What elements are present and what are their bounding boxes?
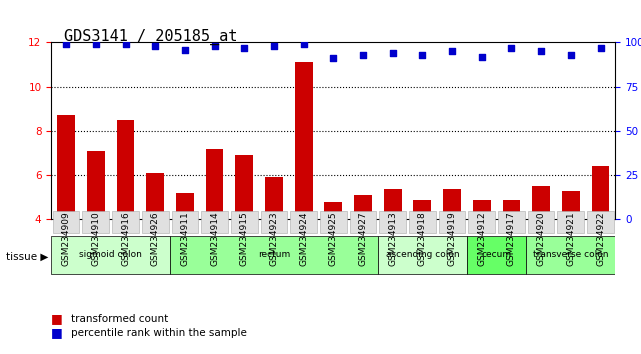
Bar [354,195,372,308]
FancyBboxPatch shape [201,211,228,233]
Point [299,41,309,47]
Point [210,43,220,49]
FancyBboxPatch shape [53,211,79,233]
Point [358,52,368,58]
FancyBboxPatch shape [438,211,465,233]
FancyBboxPatch shape [558,211,584,233]
Point [536,48,546,54]
FancyBboxPatch shape [349,211,376,233]
Bar [532,186,550,308]
FancyBboxPatch shape [379,211,406,233]
FancyBboxPatch shape [112,211,139,233]
Text: GSM234912: GSM234912 [478,211,487,266]
FancyBboxPatch shape [320,211,347,233]
Bar [473,200,490,308]
Bar [562,191,579,308]
Point [506,45,517,51]
FancyBboxPatch shape [378,236,467,274]
Text: GSM234911: GSM234911 [180,211,189,266]
Point [61,41,71,47]
Text: GSM234926: GSM234926 [151,211,160,266]
Text: ascending colon: ascending colon [386,250,459,259]
FancyBboxPatch shape [290,211,317,233]
FancyBboxPatch shape [51,236,170,274]
FancyBboxPatch shape [170,236,378,274]
FancyBboxPatch shape [469,211,495,233]
Text: GSM234919: GSM234919 [447,211,456,266]
Point [269,43,279,49]
Text: GSM234924: GSM234924 [299,211,308,266]
Text: GSM234920: GSM234920 [537,211,545,266]
Text: GSM234918: GSM234918 [418,211,427,266]
FancyBboxPatch shape [83,211,109,233]
FancyBboxPatch shape [142,211,169,233]
Point [150,43,160,49]
Point [121,41,131,47]
FancyBboxPatch shape [498,211,525,233]
FancyBboxPatch shape [231,211,258,233]
Point [239,45,249,51]
Text: transverse colon: transverse colon [533,250,608,259]
Bar [503,200,520,308]
Text: GSM234922: GSM234922 [596,211,605,266]
Bar [235,155,253,308]
Text: transformed count: transformed count [71,314,168,324]
Point [417,52,428,58]
Text: GSM234909: GSM234909 [62,211,71,266]
Bar [117,120,135,308]
Text: GSM234927: GSM234927 [358,211,367,266]
Text: rectum: rectum [258,250,290,259]
Point [328,56,338,61]
Text: ■: ■ [51,326,63,339]
Point [595,45,606,51]
Bar [87,151,104,308]
Bar [146,173,164,308]
Bar [206,149,224,308]
Text: tissue ▶: tissue ▶ [6,252,49,262]
Point [388,50,398,56]
Point [90,41,101,47]
FancyBboxPatch shape [467,236,526,274]
Point [477,54,487,59]
FancyBboxPatch shape [528,211,554,233]
Bar [384,188,402,308]
Text: GSM234925: GSM234925 [329,211,338,266]
Bar [265,177,283,308]
Bar [176,193,194,308]
Bar [443,188,461,308]
Point [566,52,576,58]
Text: GSM234910: GSM234910 [91,211,100,266]
Text: ■: ■ [51,312,63,325]
Text: GSM234913: GSM234913 [388,211,397,266]
Text: GDS3141 / 205185_at: GDS3141 / 205185_at [64,28,237,45]
Bar [592,166,610,308]
Bar [295,62,313,308]
Text: GSM234915: GSM234915 [240,211,249,266]
Text: GSM234923: GSM234923 [269,211,278,266]
FancyBboxPatch shape [526,236,615,274]
FancyBboxPatch shape [409,211,436,233]
FancyBboxPatch shape [587,211,614,233]
Point [447,48,457,54]
Bar [57,115,75,308]
Text: GSM234917: GSM234917 [507,211,516,266]
FancyBboxPatch shape [261,211,287,233]
Text: GSM234921: GSM234921 [567,211,576,266]
Bar [324,202,342,308]
Text: GSM234916: GSM234916 [121,211,130,266]
Text: cecum: cecum [481,250,512,259]
Point [179,47,190,52]
FancyBboxPatch shape [172,211,198,233]
Text: GSM234914: GSM234914 [210,211,219,266]
Text: sigmoid colon: sigmoid colon [79,250,142,259]
Text: percentile rank within the sample: percentile rank within the sample [71,328,246,338]
Bar [413,200,431,308]
